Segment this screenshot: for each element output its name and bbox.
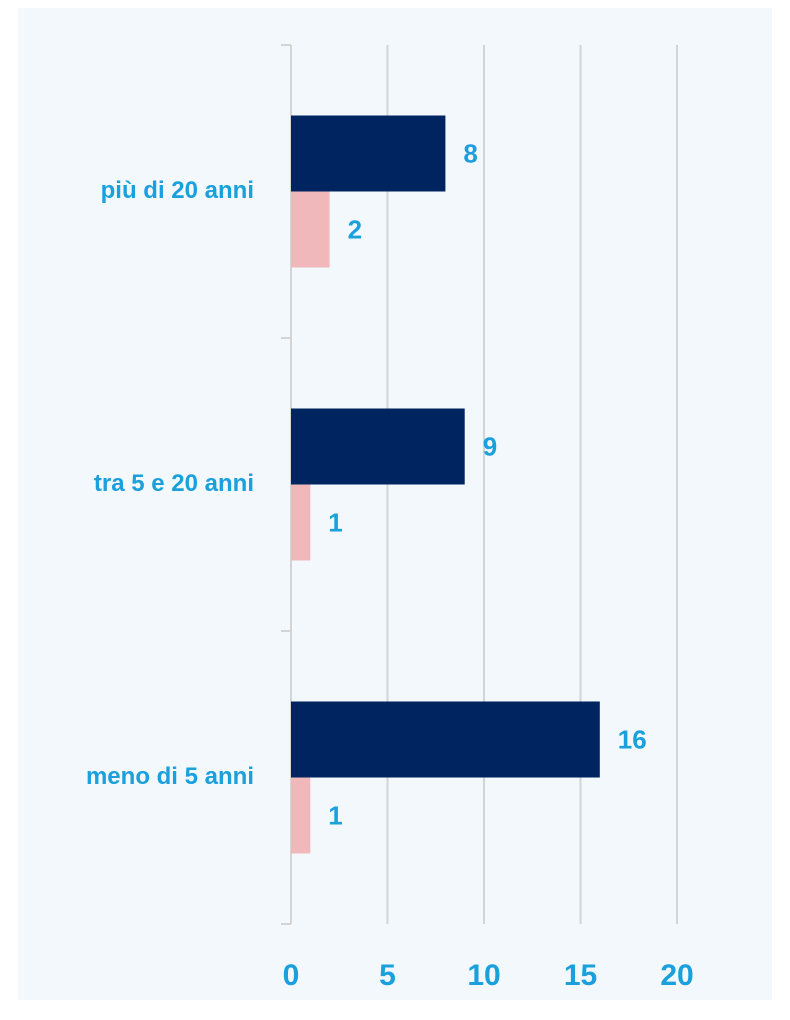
data-label: 1: [328, 800, 342, 830]
bar: [291, 701, 600, 778]
data-label: 9: [483, 431, 497, 461]
x-tick-label: 5: [379, 959, 396, 992]
y-tick-label: più di 20 anni: [101, 177, 254, 204]
bar: [291, 115, 446, 192]
y-tick-label: meno di 5 anni: [86, 763, 254, 790]
data-label: 16: [618, 724, 647, 754]
bar: [291, 484, 311, 561]
data-label: 8: [463, 138, 477, 168]
x-tick-label: 15: [564, 959, 597, 992]
data-label: 1: [328, 507, 342, 537]
bar: [291, 777, 311, 854]
bar: [291, 408, 465, 485]
x-tick-label: 0: [283, 959, 300, 992]
x-tick-label: 20: [660, 959, 693, 992]
x-tick-label: 10: [467, 959, 500, 992]
bar: [291, 191, 330, 268]
y-tick-label: tra 5 e 20 anni: [94, 470, 254, 497]
data-label: 2: [348, 214, 362, 244]
